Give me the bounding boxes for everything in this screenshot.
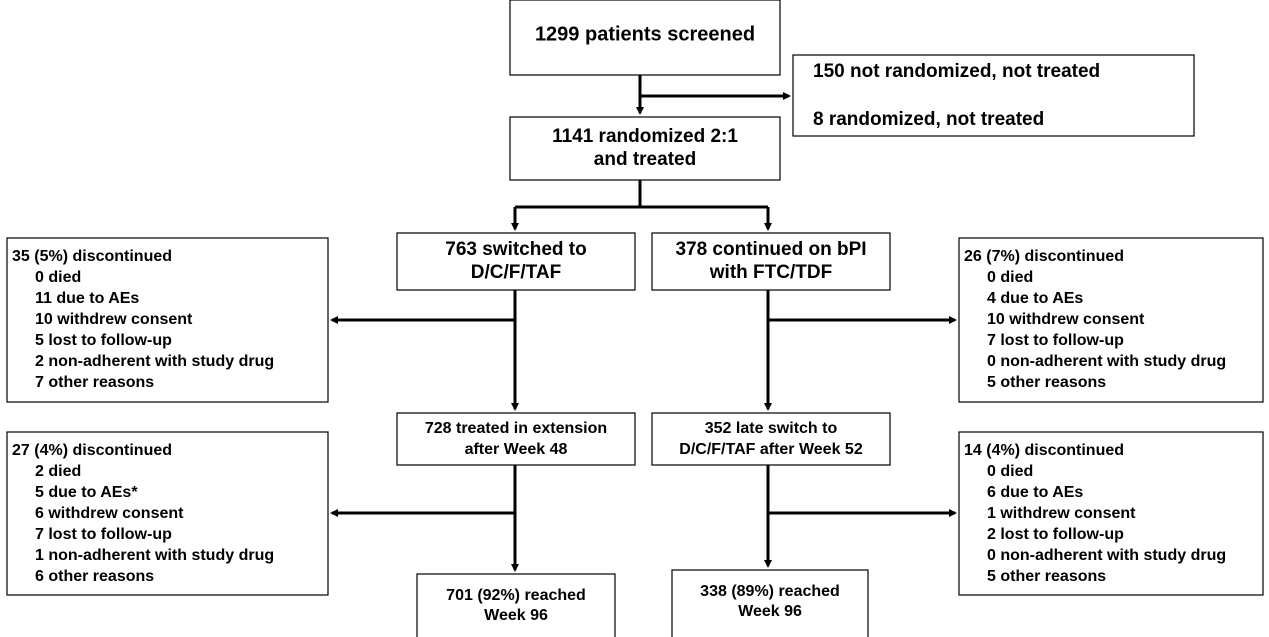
box-line: 6 due to AEs (987, 484, 1083, 501)
box-line: and treated (594, 149, 696, 170)
connector (515, 180, 768, 209)
box-line: 5 other reasons (987, 568, 1106, 585)
box-heading: 701 (92%) reached (446, 587, 586, 604)
box-heading: 338 (89%) reached (700, 583, 840, 600)
box-heading: 26 (7%) discontinued (964, 248, 1124, 265)
box-heading: 1299 patients screened (535, 23, 755, 45)
box (6, 237, 329, 403)
box (651, 232, 891, 291)
box-line: 7 lost to follow-up (35, 526, 172, 543)
box-line: with FTC/TDF (709, 262, 832, 283)
box-line: 0 died (35, 269, 81, 286)
box-line: 4 due to AEs (987, 290, 1083, 307)
box (396, 412, 636, 466)
box (396, 232, 636, 291)
box-line: 2 died (35, 463, 81, 480)
box-heading: 1141 randomized 2:1 (552, 126, 738, 147)
box (958, 237, 1264, 403)
box-line: 7 lost to follow-up (987, 332, 1124, 349)
box-line: 1 withdrew consent (987, 505, 1136, 522)
box (416, 573, 616, 637)
box (509, 116, 781, 181)
box-line: 11 due to AEs (35, 290, 139, 307)
box-heading: 35 (5%) discontinued (12, 248, 172, 265)
flow-box: 338 (89%) reached Week 96 (671, 569, 869, 637)
box-line: Week 96 (484, 607, 548, 624)
box (958, 431, 1264, 596)
box-heading: 14 (4%) discontinued (964, 442, 1124, 459)
box-heading: 352 late switch to (705, 420, 838, 437)
flow-box: 1299 patients screened (509, 0, 781, 76)
flow-box: 26 (7%) discontinued 0 died 4 due to AEs 10… (958, 237, 1264, 403)
box-heading: 150 not randomized, not treated (813, 61, 1100, 82)
flow-box: 728 treated in extension after Week 48 (396, 412, 636, 466)
box (509, 0, 781, 76)
flow-box: 701 (92%) reached Week 96 (416, 573, 616, 637)
box-line: Week 96 (738, 603, 802, 620)
box (671, 569, 869, 637)
box-line: 0 non-adherent with study drug (987, 353, 1226, 370)
box-line: 10 withdrew consent (35, 311, 193, 328)
box-line: D/C/F/TAF after Week 52 (679, 441, 863, 458)
box-line: after Week 48 (465, 441, 568, 458)
flow-box: 27 (4%) discontinued 2 died 5 due to AEs* 6… (6, 431, 329, 596)
flow-box: 763 switched toD/C/F/TAF (396, 232, 636, 291)
box-heading: 378 continued on bPI (675, 239, 866, 260)
box-line: 5 other reasons (987, 374, 1106, 391)
box-line: 10 withdrew consent (987, 311, 1145, 328)
box-line: 7 other reasons (35, 374, 154, 391)
box-line: 2 non-adherent with study drug (35, 353, 274, 370)
box-line: 5 lost to follow-up (35, 332, 172, 349)
connectors (330, 75, 957, 572)
box-line: 5 due to AEs* (35, 484, 138, 501)
box-line: 6 other reasons (35, 568, 154, 585)
box-heading: 728 treated in extension (425, 420, 607, 437)
flow-box: 14 (4%) discontinued 0 died 6 due to AEs 1 … (958, 431, 1264, 596)
box-line: 2 lost to follow-up (987, 526, 1124, 543)
box (6, 431, 329, 596)
box-line: D/C/F/TAF (471, 262, 561, 283)
box-line: 1 non-adherent with study drug (35, 547, 274, 564)
box-line: 8 randomized, not treated (813, 109, 1044, 130)
box-line: 0 died (987, 269, 1033, 286)
box (792, 54, 1195, 137)
flow-box: 35 (5%) discontinued 0 died 11 due to AEs 1… (6, 237, 329, 403)
box-line: 0 died (987, 463, 1033, 480)
box-line: 0 non-adherent with study drug (987, 547, 1226, 564)
box-line: 6 withdrew consent (35, 505, 184, 522)
box-heading: 27 (4%) discontinued (12, 442, 172, 459)
flow-box: 150 not randomized, not treated 8 randomi… (792, 54, 1195, 137)
flow-box: 352 late switch to D/C/F/TAF after Week 5… (651, 412, 891, 466)
box-heading: 763 switched to (445, 239, 587, 260)
box (651, 412, 891, 466)
